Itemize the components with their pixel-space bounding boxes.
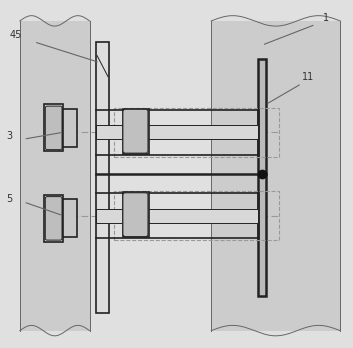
Bar xyxy=(96,42,109,313)
Bar xyxy=(64,109,77,147)
FancyBboxPatch shape xyxy=(123,109,148,153)
Text: 3: 3 xyxy=(6,131,12,141)
Bar xyxy=(258,59,266,296)
Bar xyxy=(114,191,279,240)
Bar xyxy=(20,21,90,331)
Text: 11: 11 xyxy=(302,72,314,82)
Bar xyxy=(96,125,258,139)
Bar xyxy=(96,209,258,223)
FancyBboxPatch shape xyxy=(45,106,62,150)
Bar xyxy=(122,109,149,154)
Bar xyxy=(122,192,149,237)
Bar xyxy=(44,195,64,242)
Bar xyxy=(211,21,340,331)
FancyBboxPatch shape xyxy=(45,197,62,240)
Text: 45: 45 xyxy=(10,30,22,40)
Text: 1: 1 xyxy=(323,13,329,23)
Bar xyxy=(44,104,64,151)
Bar xyxy=(64,199,77,237)
Text: 5: 5 xyxy=(6,194,12,204)
Bar xyxy=(114,108,279,157)
FancyBboxPatch shape xyxy=(123,193,148,237)
